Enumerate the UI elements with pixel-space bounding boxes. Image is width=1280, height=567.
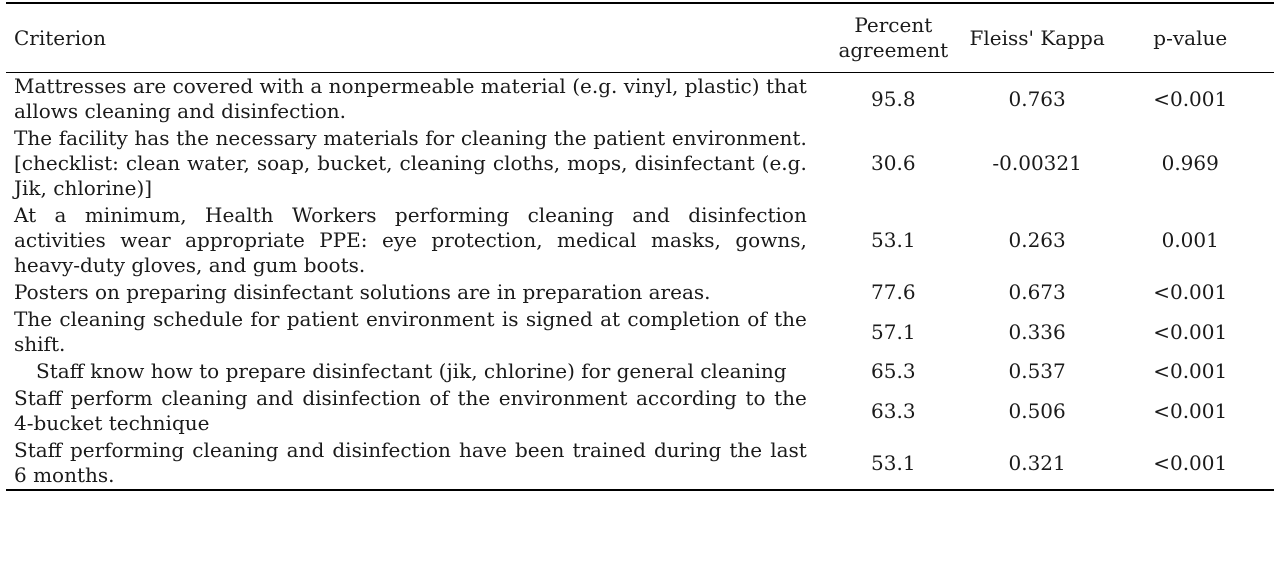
agreement-table: Criterion Percent agreement Fleiss' Kapp… <box>6 2 1274 491</box>
table-row: The facility has the necessary materials… <box>6 125 1274 202</box>
kappa-cell: 0.673 <box>1008 280 1066 304</box>
criterion-cell: Staff perform cleaning and disinfection … <box>14 386 807 435</box>
kappa-cell: -0.00321 <box>992 151 1082 175</box>
percent-cell: 77.6 <box>871 280 916 304</box>
criterion-cell: Staff know how to prepare disinfectant (… <box>36 359 787 383</box>
pvalue-cell: <0.001 <box>1153 86 1228 111</box>
pvalue-cell: 0.969 <box>1161 151 1219 175</box>
kappa-cell: 0.336 <box>1008 319 1066 344</box>
percent-cell: 65.3 <box>871 359 916 383</box>
table-row: Staff know how to prepare disinfectant (… <box>6 358 1274 385</box>
percent-cell: 30.6 <box>871 151 916 175</box>
table-row: Staff perform cleaning and disinfection … <box>6 385 1274 437</box>
header-p-value: p-value <box>1153 25 1228 50</box>
table-row: At a minimum, Health Workers performing … <box>6 202 1274 279</box>
table-row: Staff performing cleaning and disinfecti… <box>6 437 1274 490</box>
percent-cell: 57.1 <box>871 319 916 344</box>
criterion-cell: Posters on preparing disinfectant soluti… <box>14 280 711 304</box>
kappa-cell: 0.321 <box>1008 450 1066 475</box>
criterion-cell: Mattresses are covered with a nonpermeab… <box>14 74 807 123</box>
percent-cell: 95.8 <box>871 86 916 111</box>
percent-cell: 53.1 <box>871 228 916 252</box>
percent-cell: 63.3 <box>871 398 916 423</box>
pvalue-cell: <0.001 <box>1153 450 1228 475</box>
header-criterion: Criterion <box>14 25 107 50</box>
header-percent-agreement: Percent agreement <box>838 13 949 62</box>
percent-cell: 53.1 <box>871 450 916 475</box>
pvalue-cell: <0.001 <box>1153 319 1228 344</box>
header-fleiss-kappa: Fleiss' Kappa <box>969 25 1105 50</box>
table-row: Mattresses are covered with a nonpermeab… <box>6 73 1274 126</box>
kappa-cell: 0.763 <box>1008 86 1066 111</box>
kappa-cell: 0.537 <box>1008 359 1066 383</box>
table-row: Posters on preparing disinfectant soluti… <box>6 279 1274 306</box>
criterion-cell: The cleaning schedule for patient enviro… <box>14 307 807 356</box>
criterion-cell: At a minimum, Health Workers performing … <box>14 203 807 277</box>
header-row: Criterion Percent agreement Fleiss' Kapp… <box>6 3 1274 73</box>
criterion-cell: Staff performing cleaning and disinfecti… <box>14 438 807 487</box>
criterion-cell: The facility has the necessary materials… <box>14 126 807 200</box>
pvalue-cell: <0.001 <box>1153 398 1228 423</box>
pvalue-cell: 0.001 <box>1161 228 1219 252</box>
pvalue-cell: <0.001 <box>1153 359 1228 383</box>
kappa-cell: 0.263 <box>1008 228 1066 252</box>
pvalue-cell: <0.001 <box>1153 280 1228 304</box>
table-row: The cleaning schedule for patient enviro… <box>6 306 1274 358</box>
kappa-cell: 0.506 <box>1008 398 1066 423</box>
